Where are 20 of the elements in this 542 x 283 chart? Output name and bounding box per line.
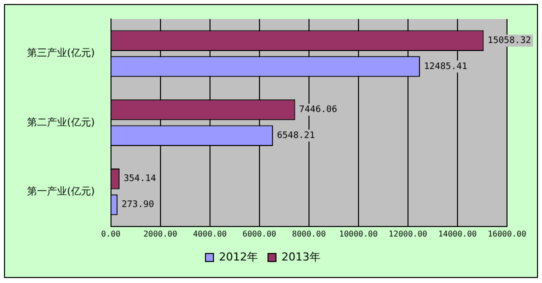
x-tick-label: 2000.00 (143, 229, 178, 238)
y-tick-label: 第一产业(亿元) (26, 185, 95, 198)
x-tick-label: 4000.00 (192, 229, 227, 238)
x-tick-label: 10000.00 (339, 229, 378, 238)
data-label: 7446.06 (299, 105, 338, 116)
x-tick-label: 0.00 (101, 229, 121, 238)
x-tick-label: 14000.00 (438, 229, 477, 238)
x-tick-label: 8000.00 (292, 229, 326, 238)
data-label: 273.90 (122, 200, 154, 210)
data-label: 354.14 (124, 174, 156, 184)
legend-label: 2012年 (219, 250, 258, 264)
data-label: 6548.21 (276, 131, 315, 142)
x-tick-label: 6000.00 (242, 229, 276, 238)
y-tick-label: 第二产业(亿元) (26, 116, 95, 128)
legend-label: 2013年 (282, 250, 320, 264)
x-tick-label: 12000.00 (388, 229, 428, 238)
y-tick-label: 第三产业(亿元) (26, 47, 95, 60)
data-label: 15058.32 (488, 36, 532, 46)
x-tick-label: 16000.00 (488, 229, 526, 238)
data-label: 12485.41 (424, 62, 468, 72)
